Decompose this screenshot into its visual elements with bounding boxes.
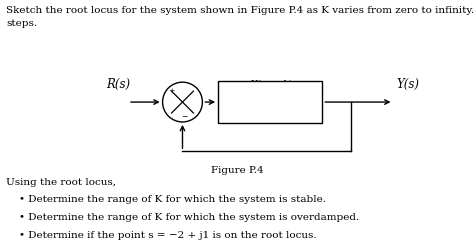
Text: Using the root locus,: Using the root locus,	[6, 178, 116, 187]
Text: • Determine if the point s = −2 + j1 is on the root locus.: • Determine if the point s = −2 + j1 is …	[19, 231, 317, 240]
Text: Figure P.4: Figure P.4	[210, 166, 264, 175]
Text: • Determine the range of K for which the system is overdamped.: • Determine the range of K for which the…	[19, 213, 359, 222]
Text: R(s): R(s)	[107, 78, 130, 91]
FancyBboxPatch shape	[218, 81, 322, 123]
Text: Sketch the root locus for the system shown in Figure P.4 as K varies from zero t: Sketch the root locus for the system sho…	[6, 6, 474, 15]
Text: s²(s + 3.6): s²(s + 3.6)	[243, 108, 298, 117]
Text: steps.: steps.	[6, 19, 37, 28]
Text: • Determine the range of K for which the system is stable.: • Determine the range of K for which the…	[19, 195, 326, 204]
Text: K(s + 1): K(s + 1)	[249, 80, 292, 89]
Text: −: −	[181, 113, 188, 121]
Text: Y(s): Y(s)	[396, 78, 419, 91]
Text: +: +	[168, 87, 175, 95]
